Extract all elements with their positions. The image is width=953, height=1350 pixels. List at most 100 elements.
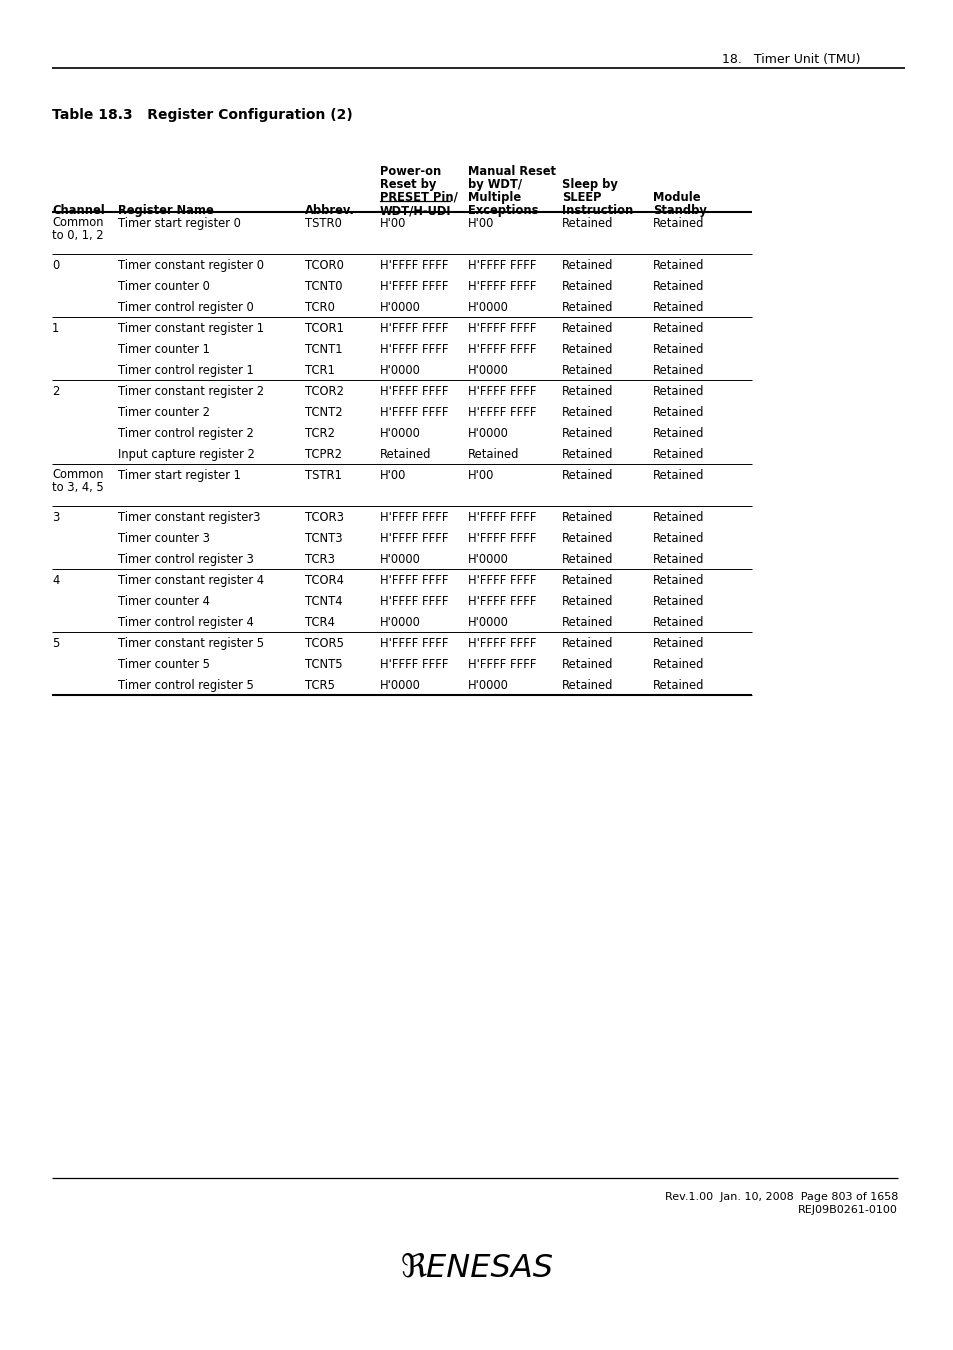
- Text: H'FFFF FFFF: H'FFFF FFFF: [468, 279, 536, 293]
- Text: TCNT1: TCNT1: [305, 343, 342, 356]
- Text: H'0000: H'0000: [379, 616, 420, 629]
- Text: Retained: Retained: [561, 657, 613, 671]
- Text: H'0000: H'0000: [379, 301, 420, 315]
- Text: to 3, 4, 5: to 3, 4, 5: [52, 481, 104, 494]
- Text: H'FFFF FFFF: H'FFFF FFFF: [468, 385, 536, 398]
- Text: Rev.1.00  Jan. 10, 2008  Page 803 of 1658: Rev.1.00 Jan. 10, 2008 Page 803 of 1658: [664, 1192, 897, 1202]
- Text: Retained: Retained: [652, 279, 703, 293]
- Text: Timer control register 1: Timer control register 1: [118, 364, 253, 377]
- Text: 3: 3: [52, 512, 59, 524]
- Text: 5: 5: [52, 637, 59, 649]
- Text: 18.   Timer Unit (TMU): 18. Timer Unit (TMU): [721, 53, 860, 66]
- Text: Timer counter 0: Timer counter 0: [118, 279, 210, 293]
- Text: Retained: Retained: [652, 323, 703, 335]
- Text: Retained: Retained: [561, 323, 613, 335]
- Text: TCNT2: TCNT2: [305, 406, 342, 418]
- Text: H'0000: H'0000: [468, 679, 508, 693]
- Text: H'FFFF FFFF: H'FFFF FFFF: [379, 595, 448, 608]
- Text: Timer constant register 2: Timer constant register 2: [118, 385, 264, 398]
- Text: Retained: Retained: [652, 427, 703, 440]
- Text: Retained: Retained: [561, 301, 613, 315]
- Text: Timer counter 1: Timer counter 1: [118, 343, 210, 356]
- Text: H'FFFF FFFF: H'FFFF FFFF: [468, 259, 536, 271]
- Text: Retained: Retained: [652, 468, 703, 482]
- Text: Timer control register 0: Timer control register 0: [118, 301, 253, 315]
- Text: H'00: H'00: [468, 468, 494, 482]
- Text: 2: 2: [52, 385, 59, 398]
- Text: H'FFFF FFFF: H'FFFF FFFF: [468, 323, 536, 335]
- Text: H'FFFF FFFF: H'FFFF FFFF: [379, 343, 448, 356]
- Text: Channel: Channel: [52, 204, 105, 217]
- Text: Timer control register 2: Timer control register 2: [118, 427, 253, 440]
- Text: H'FFFF FFFF: H'FFFF FFFF: [379, 259, 448, 271]
- Text: Timer control register 4: Timer control register 4: [118, 616, 253, 629]
- Text: Timer control register 5: Timer control register 5: [118, 679, 253, 693]
- Text: Power-on: Power-on: [379, 165, 441, 178]
- Text: H'FFFF FFFF: H'FFFF FFFF: [379, 323, 448, 335]
- Text: Retained: Retained: [561, 554, 613, 566]
- Text: Retained: Retained: [561, 259, 613, 271]
- Text: TCNT0: TCNT0: [305, 279, 342, 293]
- Text: PRESET Pin/: PRESET Pin/: [379, 190, 457, 204]
- Text: TCNT3: TCNT3: [305, 532, 342, 545]
- Text: Timer constant register 0: Timer constant register 0: [118, 259, 264, 271]
- Text: H'FFFF FFFF: H'FFFF FFFF: [379, 657, 448, 671]
- Text: Timer counter 2: Timer counter 2: [118, 406, 210, 418]
- Text: H'FFFF FFFF: H'FFFF FFFF: [468, 595, 536, 608]
- Text: Retained: Retained: [652, 512, 703, 524]
- Text: Retained: Retained: [652, 595, 703, 608]
- Text: Timer control register 3: Timer control register 3: [118, 554, 253, 566]
- Text: H'FFFF FFFF: H'FFFF FFFF: [379, 532, 448, 545]
- Text: TCOR5: TCOR5: [305, 637, 344, 649]
- Text: Retained: Retained: [652, 259, 703, 271]
- Text: Module: Module: [652, 190, 700, 204]
- Text: Retained: Retained: [379, 448, 431, 460]
- Text: Timer counter 3: Timer counter 3: [118, 532, 210, 545]
- Text: H'FFFF FFFF: H'FFFF FFFF: [468, 343, 536, 356]
- Text: Timer constant register 1: Timer constant register 1: [118, 323, 264, 335]
- Text: H'0000: H'0000: [379, 427, 420, 440]
- Text: TSTR0: TSTR0: [305, 217, 341, 230]
- Text: Timer constant register3: Timer constant register3: [118, 512, 260, 524]
- Text: H'0000: H'0000: [468, 301, 508, 315]
- Text: TCNT4: TCNT4: [305, 595, 342, 608]
- Text: Retained: Retained: [652, 406, 703, 418]
- Text: by WDT/: by WDT/: [468, 178, 521, 190]
- Text: Reset by: Reset by: [379, 178, 436, 190]
- Text: 1: 1: [52, 323, 59, 335]
- Text: Retained: Retained: [652, 616, 703, 629]
- Text: H'0000: H'0000: [379, 364, 420, 377]
- Text: Retained: Retained: [561, 385, 613, 398]
- Text: TCOR4: TCOR4: [305, 574, 343, 587]
- Text: Retained: Retained: [561, 574, 613, 587]
- Text: Retained: Retained: [561, 679, 613, 693]
- Text: to 0, 1, 2: to 0, 1, 2: [52, 230, 104, 242]
- Text: TCPR2: TCPR2: [305, 448, 341, 460]
- Text: Retained: Retained: [652, 554, 703, 566]
- Text: Retained: Retained: [561, 468, 613, 482]
- Text: H'FFFF FFFF: H'FFFF FFFF: [379, 385, 448, 398]
- Text: Timer start register 1: Timer start register 1: [118, 468, 240, 482]
- Text: Exceptions: Exceptions: [468, 204, 537, 217]
- Text: Retained: Retained: [561, 279, 613, 293]
- Text: H'FFFF FFFF: H'FFFF FFFF: [468, 637, 536, 649]
- Text: Sleep by: Sleep by: [561, 178, 618, 190]
- Text: H'FFFF FFFF: H'FFFF FFFF: [468, 406, 536, 418]
- Text: Retained: Retained: [561, 217, 613, 230]
- Text: Retained: Retained: [561, 448, 613, 460]
- Text: ℜENESAS: ℜENESAS: [400, 1253, 553, 1284]
- Text: Retained: Retained: [652, 532, 703, 545]
- Text: Register Name: Register Name: [118, 204, 213, 217]
- Text: Abbrev.: Abbrev.: [305, 204, 355, 217]
- Text: TCR3: TCR3: [305, 554, 335, 566]
- Text: H'FFFF FFFF: H'FFFF FFFF: [468, 574, 536, 587]
- Text: Retained: Retained: [561, 532, 613, 545]
- Text: Standby: Standby: [652, 204, 706, 217]
- Text: Retained: Retained: [561, 595, 613, 608]
- Text: Common: Common: [52, 216, 103, 230]
- Text: Retained: Retained: [561, 512, 613, 524]
- Text: Retained: Retained: [561, 616, 613, 629]
- Text: Timer constant register 4: Timer constant register 4: [118, 574, 264, 587]
- Text: TCR0: TCR0: [305, 301, 335, 315]
- Text: H'00: H'00: [379, 217, 406, 230]
